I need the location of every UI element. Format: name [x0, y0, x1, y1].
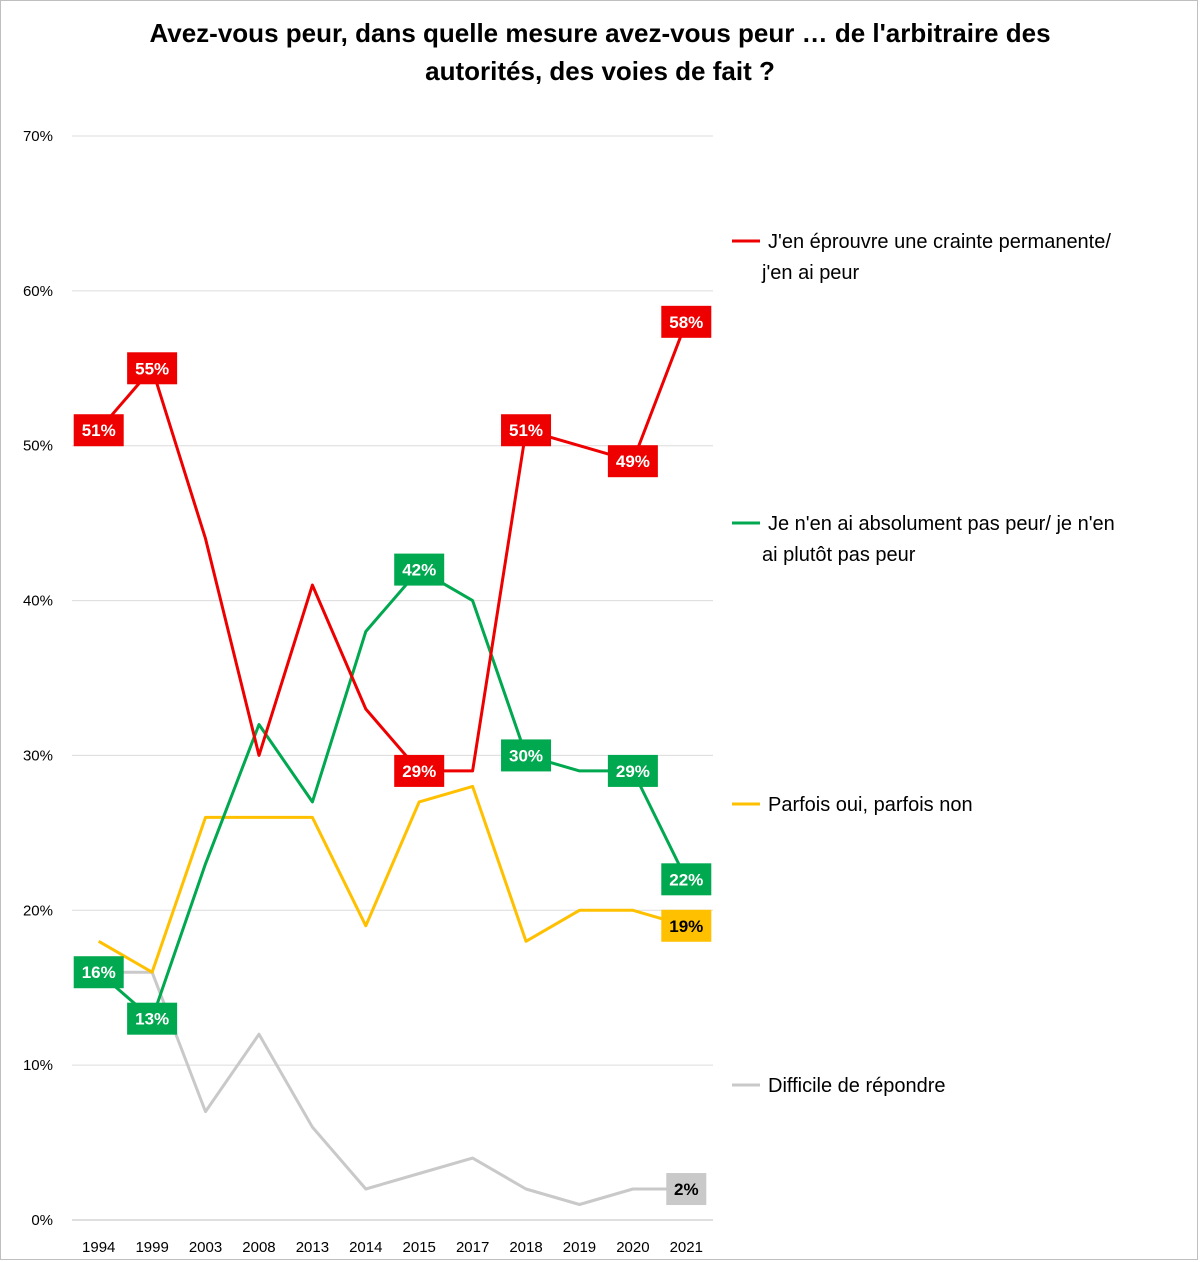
data-label-box-red	[73, 414, 124, 447]
x-tick-label: 2018	[509, 1239, 542, 1256]
series-line-green	[97, 568, 688, 1021]
data-label-box-green	[607, 754, 658, 787]
legend-label-green: Je n'en ai absolument pas peur/ je n'en	[768, 513, 1115, 535]
legend: J'en éprouvre une crainte permanente/j'e…	[732, 231, 1115, 1097]
y-tick-label: 30%	[23, 747, 53, 764]
data-label-green: 42%	[402, 561, 436, 580]
legend-label-red: j'en ai peur	[761, 262, 860, 284]
data-label-box-red	[661, 305, 712, 338]
x-tick-label: 2008	[242, 1239, 275, 1256]
data-label-box-red	[127, 352, 178, 385]
legend-label-green: ai plutôt pas peur	[762, 544, 916, 566]
data-label-green: 30%	[509, 746, 543, 765]
y-tick-label: 10%	[23, 1057, 53, 1074]
x-tick-label: 2019	[563, 1239, 596, 1256]
x-tick-label: 2020	[616, 1239, 649, 1256]
data-label-box-green	[127, 1002, 178, 1035]
data-label-green: 13%	[135, 1010, 169, 1029]
x-tick-label: 2015	[403, 1239, 436, 1256]
gridlines	[72, 135, 713, 1221]
data-label-box-yellow	[661, 909, 712, 942]
x-axis-ticks: 1994 1999 2003 2008 2013 2014 2015 2017 2018 2019…	[82, 1239, 703, 1256]
x-tick-label: 2021	[670, 1239, 703, 1256]
y-tick-label: 20%	[23, 902, 53, 919]
y-tick-label: 70%	[23, 128, 53, 145]
data-label-box-red	[607, 445, 658, 478]
legend-label-gray: Difficile de répondre	[768, 1075, 946, 1097]
data-label-red: 49%	[616, 452, 650, 471]
series-lines	[97, 321, 688, 1206]
data-label-green: 29%	[616, 762, 650, 781]
series-line-gray	[98, 970, 687, 1206]
y-tick-label: 60%	[23, 283, 53, 300]
data-label-green: 22%	[669, 870, 703, 889]
data-label-box-green	[394, 553, 445, 586]
y-tick-label: 50%	[23, 438, 53, 455]
series-line-yellow	[97, 784, 687, 974]
data-labels: 2% 19% 16% 13% 42% 30% 29% 22% 51% 55% 29% 51% 49% 58…	[73, 305, 712, 1206]
data-label-red: 29%	[402, 762, 436, 781]
chart-title: Avez-vous peur, dans quelle mesure avez-…	[60, 14, 1140, 90]
y-tick-label: 0%	[31, 1212, 53, 1229]
data-label-green: 16%	[82, 963, 116, 982]
series-line-red	[97, 321, 688, 773]
data-label-gray: 2%	[674, 1180, 699, 1199]
data-label-red: 51%	[82, 421, 116, 440]
data-label-red: 58%	[669, 313, 703, 332]
data-label-red: 51%	[509, 421, 543, 440]
data-label-red: 55%	[135, 359, 169, 378]
x-tick-label: 1994	[82, 1239, 115, 1256]
x-tick-label: 1999	[135, 1239, 168, 1256]
data-label-box-green	[661, 863, 712, 896]
data-label-yellow: 19%	[669, 917, 703, 936]
data-label-box-green	[73, 956, 124, 989]
data-label-box-red	[394, 754, 445, 787]
chart-title-line-2: autorités, des voies de fait ?	[425, 56, 775, 86]
legend-label-yellow: Parfois oui, parfois non	[768, 794, 973, 816]
data-label-box-green	[501, 739, 552, 772]
data-label-box-red	[501, 414, 552, 447]
y-axis-ticks: 0% 10% 20% 30% 40% 50% 60% 70%	[23, 128, 53, 1229]
y-tick-label: 40%	[23, 593, 53, 610]
data-label-box-gray	[666, 1173, 707, 1206]
chart-title-line-1: Avez-vous peur, dans quelle mesure avez-…	[149, 18, 1051, 48]
x-tick-label: 2003	[189, 1239, 222, 1256]
x-tick-label: 2014	[349, 1239, 382, 1256]
x-tick-label: 2017	[456, 1239, 489, 1256]
x-tick-label: 2013	[296, 1239, 329, 1256]
legend-label-red: J'en éprouvre une crainte permanente/	[768, 231, 1111, 253]
